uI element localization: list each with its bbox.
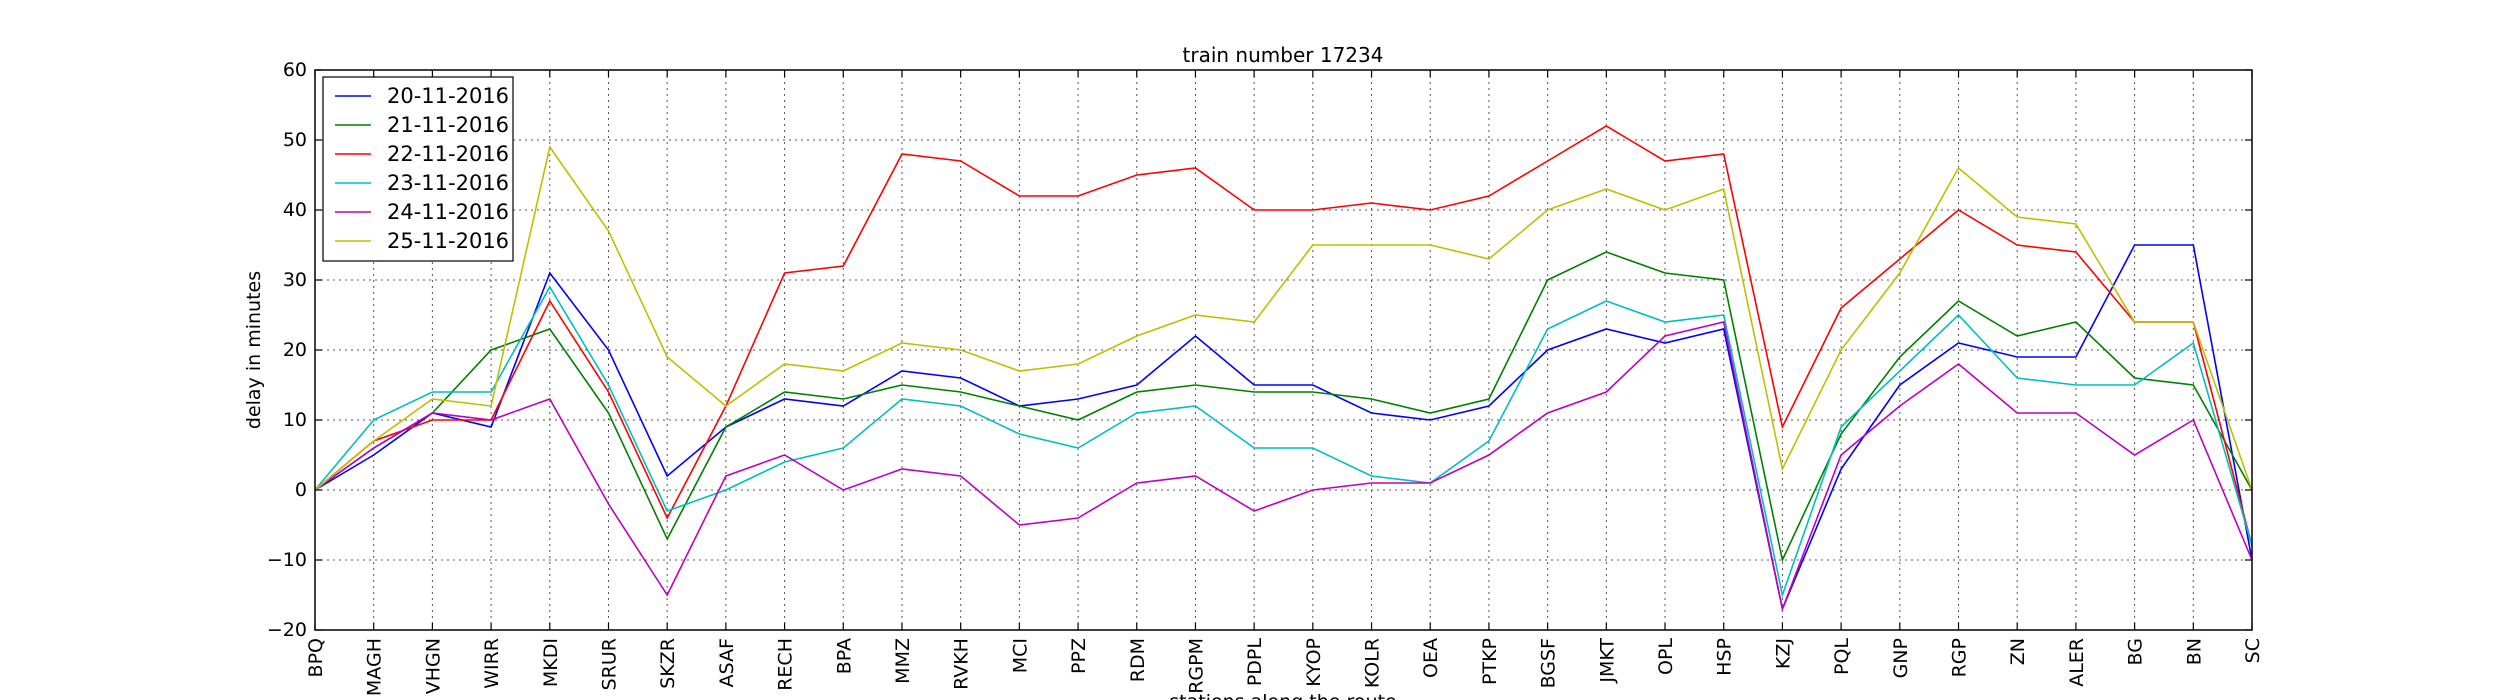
x-tick-label: RVKH xyxy=(951,638,973,690)
series-line-24-11-2016 xyxy=(314,321,2253,612)
x-tick-label: SC xyxy=(2242,638,2264,663)
x-tick-label: RGP xyxy=(1949,638,1971,677)
legend-entry: 20-11-2016 xyxy=(387,84,509,108)
y-tick-label: 50 xyxy=(283,129,307,151)
x-tick-label: JMKT xyxy=(1596,638,1618,684)
series-line-22-11-2016 xyxy=(314,125,2253,547)
x-tick-label: MMZ xyxy=(892,638,914,684)
x-tick-label: RGPM xyxy=(1185,638,1207,694)
x-tick-label: MCI xyxy=(1009,638,1031,673)
series-lines xyxy=(314,125,2253,612)
y-tick-label: −10 xyxy=(267,549,307,571)
y-tick-label: 20 xyxy=(283,339,307,361)
x-tick-label: BN xyxy=(2183,638,2205,665)
y-tick-label: 40 xyxy=(283,199,307,221)
x-tick-label: RECH xyxy=(775,638,797,691)
axis-ticks: −20 −10 0 10 20 30 40 50 60 BPQ MAGH VHGN WIRR MKDI SR… xyxy=(267,59,2264,696)
x-tick-label: KZJ xyxy=(1772,638,1794,669)
x-tick-label: RDM xyxy=(1127,638,1149,682)
legend-entry: 24-11-2016 xyxy=(387,200,509,224)
x-tick-label: GNP xyxy=(1890,638,1912,678)
x-tick-label: MAGH xyxy=(364,638,386,696)
grid-lines xyxy=(314,69,2253,631)
series-line-23-11-2016 xyxy=(314,285,2253,598)
x-tick-label: KYOP xyxy=(1303,638,1325,687)
plot-frame xyxy=(314,69,2253,631)
x-tick-label: BPQ xyxy=(305,638,327,677)
x-tick-label: PQL xyxy=(1831,638,1853,675)
x-tick-label: SRUR xyxy=(598,638,620,690)
x-tick-label: PDPL xyxy=(1244,638,1266,687)
chart-title: train number 17234 xyxy=(1183,43,1384,67)
legend-entry: 23-11-2016 xyxy=(387,171,509,195)
x-tick-label: ZN xyxy=(2007,638,2029,665)
legend: 20-11-2016 21-11-2016 22-11-2016 23-11-2016… xyxy=(322,76,514,262)
x-tick-label: PTKP xyxy=(1479,638,1501,685)
legend-entry: 22-11-2016 xyxy=(387,142,509,166)
legend-frame xyxy=(322,76,514,262)
x-axis-title: stations along the route xyxy=(1169,691,1396,700)
y-tick-label: 30 xyxy=(283,269,307,291)
series-line-25-11-2016 xyxy=(314,145,2253,491)
series-line-21-11-2016 xyxy=(314,251,2253,563)
x-tick-label: ASAF xyxy=(716,638,738,687)
x-tick-label: BPA xyxy=(833,638,855,674)
x-tick-label: OPL xyxy=(1655,638,1677,675)
x-tick-label: HSP xyxy=(1714,638,1736,676)
legend-entry: 21-11-2016 xyxy=(387,113,509,137)
x-tick-label: BG xyxy=(2125,638,2147,665)
x-tick-label: WIRR xyxy=(481,638,503,689)
y-tick-label: −20 xyxy=(267,619,307,641)
y-tick-label: 60 xyxy=(283,59,307,81)
legend-entry: 25-11-2016 xyxy=(387,229,509,253)
x-tick-label: SKZR xyxy=(657,638,679,689)
x-tick-label: OEA xyxy=(1420,638,1442,678)
x-tick-label: ALER xyxy=(2066,638,2088,687)
y-axis-title: delay in minutes xyxy=(243,271,265,429)
series-line-20-11-2016 xyxy=(314,244,2253,612)
x-tick-label: PPZ xyxy=(1068,638,1090,674)
y-tick-label: 0 xyxy=(295,479,307,501)
y-tick-label: 10 xyxy=(283,409,307,431)
x-tick-label: VHGN xyxy=(422,638,444,694)
x-tick-label: MKDI xyxy=(540,638,562,687)
x-tick-label: BGSF xyxy=(1538,638,1560,688)
x-tick-label: KOLR xyxy=(1362,638,1384,688)
